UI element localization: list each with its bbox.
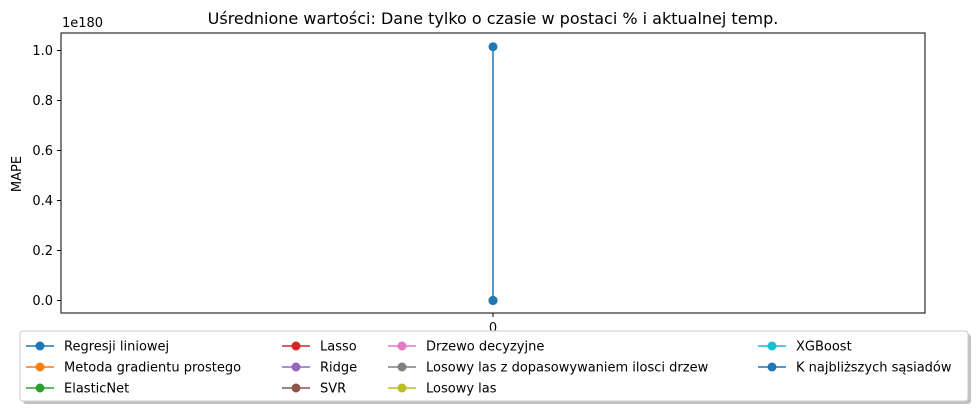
legend-label: Metoda gradientu prostego: [64, 361, 241, 376]
legend-marker: [767, 362, 777, 372]
legend-item: Losowy las z dopasowywaniem ilosci drzew: [388, 361, 709, 376]
legend-label: Losowy las: [426, 382, 497, 397]
y-tick-label: 1.0: [32, 44, 53, 59]
data-point: [488, 42, 498, 52]
legend-label: ElasticNet: [64, 382, 129, 397]
legend-label: Ridge: [320, 361, 357, 376]
legend-label: Losowy las z dopasowywaniem ilosci drzew: [426, 361, 709, 376]
series-10: [488, 42, 498, 305]
legend-label: SVR: [320, 382, 346, 397]
legend-marker: [291, 383, 301, 393]
legend-marker: [767, 341, 777, 351]
legend-marker: [291, 341, 301, 351]
legend-item: Losowy las: [388, 382, 497, 397]
legend-label: Regresji liniowej: [64, 340, 169, 355]
y-tick-label: 0.0: [32, 294, 53, 309]
legend-item: Metoda gradientu prostego: [26, 361, 241, 376]
plot-area: 0.0 0.2 0.4 0.6 0.8 1.0 0: [32, 32, 926, 336]
legend-item: Lasso: [282, 340, 357, 355]
legend-item: ElasticNet: [26, 382, 129, 397]
legend-marker: [397, 362, 407, 372]
y-tick-label: 0.2: [32, 244, 53, 259]
legend-label: Drzewo decyzyjne: [426, 340, 544, 355]
legend: Regresji liniowej Metoda gradientu proste…: [19, 330, 971, 404]
legend-marker: [35, 341, 45, 351]
legend-item: Regresji liniowej: [26, 340, 169, 355]
legend-label: K najbliższych sąsiadów: [796, 361, 952, 376]
legend-item: Ridge: [282, 361, 357, 376]
legend-label: Lasso: [320, 340, 357, 355]
legend-marker: [291, 362, 301, 372]
legend-item: K najbliższych sąsiadów: [758, 361, 952, 376]
legend-marker: [35, 383, 45, 393]
legend-label: XGBoost: [796, 340, 852, 355]
chart-title: Uśrednione wartości: Dane tylko o czasie…: [208, 9, 779, 28]
legend-marker: [397, 383, 407, 393]
legend-marker: [35, 362, 45, 372]
y-tick-label: 0.4: [32, 194, 53, 209]
y-offset-label: 1e180: [62, 16, 103, 31]
legend-marker: [397, 341, 407, 351]
legend-item: XGBoost: [758, 340, 852, 355]
y-axis-label: MAPE: [10, 156, 25, 192]
x-tick-label: 0: [489, 321, 497, 336]
data-point: [488, 296, 498, 305]
y-tick-label: 0.8: [32, 94, 53, 109]
legend-item: Drzewo decyzyjne: [388, 340, 544, 355]
y-tick-label: 0.6: [32, 144, 53, 159]
legend-box: [19, 330, 969, 402]
legend-item: SVR: [282, 382, 346, 397]
